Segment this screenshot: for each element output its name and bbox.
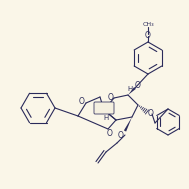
Polygon shape (128, 87, 136, 95)
Text: O: O (135, 81, 141, 91)
Text: O: O (148, 108, 154, 118)
Text: H: H (127, 86, 133, 92)
Text: O: O (145, 30, 151, 40)
Text: CH₃: CH₃ (142, 22, 154, 26)
Text: O: O (108, 92, 114, 101)
Text: O: O (107, 129, 113, 138)
Text: O: O (118, 130, 124, 139)
Polygon shape (124, 117, 132, 132)
FancyBboxPatch shape (94, 102, 114, 114)
Text: Abs: Abs (98, 105, 110, 111)
Text: O: O (79, 98, 85, 106)
Text: H: H (103, 115, 109, 121)
